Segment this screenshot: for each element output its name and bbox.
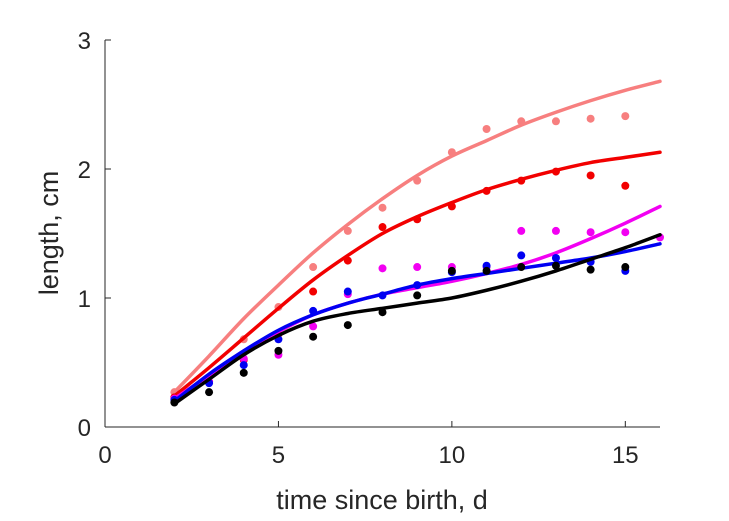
y-tick-label: 2 [78,157,91,184]
data-point [309,287,318,296]
data-point [551,261,560,270]
data-point [551,167,560,176]
data-point [343,256,352,265]
data-point [309,263,318,272]
x-tick-label: 0 [98,442,111,469]
ticks-layer: 0 5 10 15 0 1 2 3 [78,28,639,469]
fit-line [172,233,662,406]
x-tick-label: 10 [439,442,466,469]
data-point [413,291,422,300]
data-point [517,117,526,126]
data-point [413,263,422,272]
data-point [378,223,387,232]
data-point [586,228,595,237]
data-point [551,254,560,263]
data-point [621,263,630,272]
x-tick-label: 5 [272,442,285,469]
data-point [239,368,248,377]
data-point [378,264,387,273]
y-tick-label: 0 [78,415,91,442]
fit-line [172,79,662,394]
data-point [517,251,526,260]
data-point [586,171,595,180]
data-point [274,346,283,355]
data-point [447,202,456,211]
data-point [239,361,248,370]
data-point [482,186,491,195]
data-point [309,322,318,331]
plot-area [170,79,664,407]
data-point [621,228,630,237]
x-tick-label: 15 [612,442,639,469]
data-point [413,215,422,224]
data-point [309,332,318,341]
y-tick-label: 3 [78,28,91,55]
data-point [170,398,179,407]
data-point [378,203,387,212]
data-point [343,226,352,235]
data-point [413,281,422,290]
data-point [343,287,352,296]
y-axis-label: length, cm [34,171,64,296]
series-layer [170,79,664,407]
data-point [205,388,214,397]
data-point [621,112,630,121]
data-point [309,306,318,315]
series-4 [170,233,662,407]
data-point [447,148,456,157]
y-tick-label: 1 [78,286,91,313]
data-point [551,117,560,126]
data-point [586,265,595,274]
data-point [517,263,526,272]
data-point [551,226,560,235]
data-point [482,125,491,134]
data-point [413,176,422,185]
data-point [447,266,456,275]
x-axis-label: time since birth, d [276,485,488,515]
data-point [482,266,491,275]
data-point [378,291,387,300]
data-point [378,308,387,317]
data-point [517,176,526,185]
data-point [517,226,526,235]
data-point [343,321,352,330]
data-point [586,114,595,123]
data-point [621,181,630,190]
